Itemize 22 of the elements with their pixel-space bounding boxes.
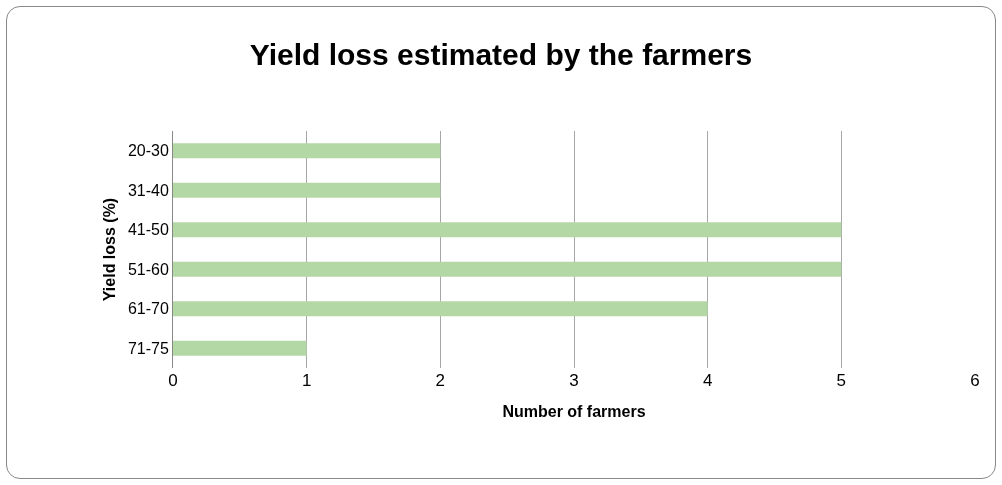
bar — [173, 261, 842, 277]
y-tick-label: 51-60 — [127, 260, 169, 278]
x-tick-label: 3 — [569, 371, 579, 390]
bar — [173, 182, 441, 198]
x-tick-label: 5 — [836, 371, 847, 390]
y-tick-label: 61-70 — [127, 300, 169, 318]
y-tick-label: 71-75 — [127, 339, 169, 357]
x-tick-label: 4 — [702, 371, 713, 390]
y-tick-label: 41-50 — [127, 221, 169, 239]
bar — [173, 340, 307, 356]
x-tick-label: 6 — [970, 371, 980, 390]
x-tick-label: 2 — [435, 371, 446, 390]
y-tick-label: 20-30 — [127, 142, 169, 160]
x-tick-label: 1 — [301, 371, 312, 390]
y-axis-title: Yield loss (%) — [100, 197, 118, 302]
x-axis-title: Number of farmers — [502, 402, 646, 420]
bar — [173, 222, 842, 238]
x-tick-label: 0 — [168, 371, 178, 390]
bar — [173, 143, 441, 159]
bar — [173, 301, 708, 317]
y-tick-label: 31-40 — [127, 181, 169, 199]
chart-title: Yield loss estimated by the farmers — [249, 37, 753, 71]
